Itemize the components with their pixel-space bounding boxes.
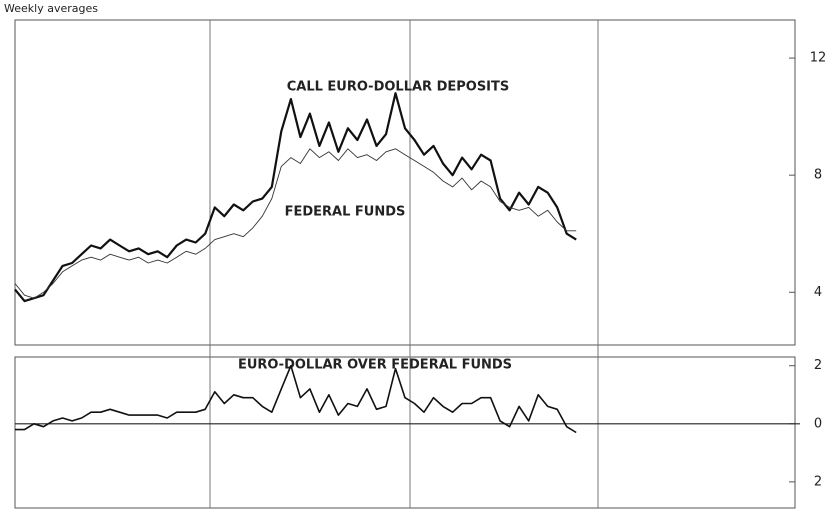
y-tick-label: 8 xyxy=(814,168,822,183)
series-line xyxy=(14,92,577,303)
y-tick-label: 2 xyxy=(814,474,822,489)
panel-title: EURO-DOLLAR OVER FEDERAL FUNDS xyxy=(238,358,512,373)
y-tick-label: 4 xyxy=(814,285,822,300)
y-tick-label: 0 xyxy=(814,416,822,431)
vertical-grid xyxy=(209,20,599,508)
subtitle: Weekly averages xyxy=(4,2,98,15)
y-tick-label: 12 xyxy=(810,51,827,66)
top-frame xyxy=(14,19,796,346)
series-line xyxy=(15,364,577,434)
series-line xyxy=(14,148,577,299)
series-label: CALL EURO-DOLLAR DEPOSITS xyxy=(287,80,510,95)
bottom-frame xyxy=(14,356,796,509)
y-tick-label: 2 xyxy=(814,358,822,373)
series-label: FEDERAL FUNDS xyxy=(285,205,406,220)
